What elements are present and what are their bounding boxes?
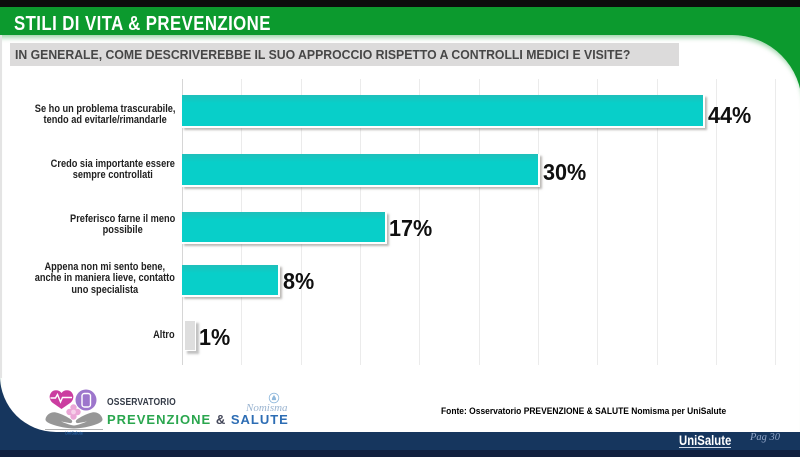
svg-text:UniSalute: UniSalute bbox=[65, 431, 84, 436]
